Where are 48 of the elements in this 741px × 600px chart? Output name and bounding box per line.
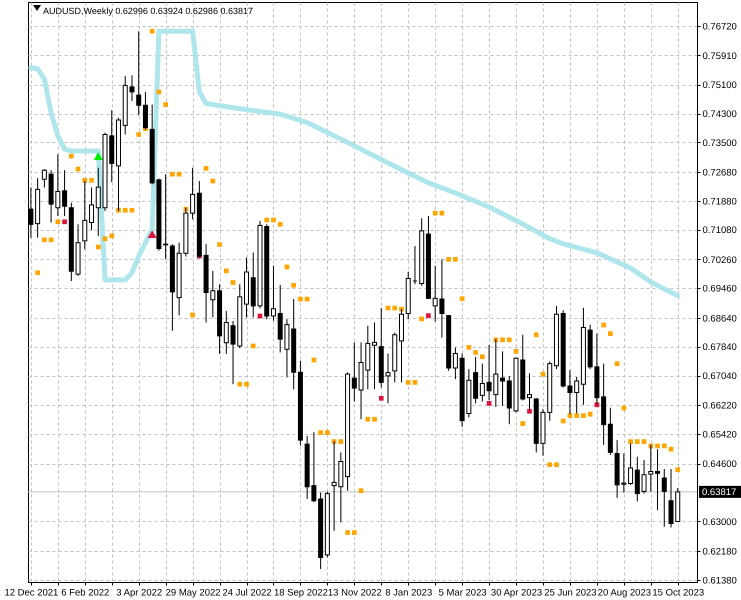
y-tick-label: 0.67840 (702, 342, 737, 354)
y-tick-label: 0.70260 (702, 254, 737, 266)
point (62, 219, 67, 224)
x-tick-label: 20 Aug 2023 (598, 588, 652, 598)
y-tick-label: 0.66220 (702, 400, 737, 412)
x-tick-label: 15 Oct 2023 (652, 588, 704, 598)
candlestick (439, 258, 444, 338)
point (94, 152, 103, 160)
point (426, 313, 431, 318)
point (527, 408, 532, 414)
y-tick-label: 0.63000 (702, 516, 737, 528)
y-tick-label: 0.72680 (702, 167, 737, 178)
candlestick (142, 91, 148, 130)
y-tick-label: 0.76720 (702, 22, 737, 33)
candlestick (662, 468, 667, 528)
x-tick-label: 18 Sep 2022 (274, 588, 328, 598)
y-tick-label: 0.75910 (702, 50, 737, 62)
point (258, 314, 262, 318)
y-tick-label: 0.74300 (702, 109, 737, 120)
y-tick-label: 0.67040 (702, 371, 737, 382)
y-tick-label: 0.73500 (702, 138, 737, 149)
x-tick-label: 12 Dec 2021 (4, 588, 58, 598)
chart-title: AUDUSD,Weekly 0.62996 0.63924 0.62986 0.63817 (43, 6, 253, 16)
point (378, 396, 384, 401)
y-tick-label: 0.75100 (702, 80, 737, 92)
x-tick-label: 24 Jul 2022 (222, 588, 272, 598)
y-tick-label: 0.61380 (702, 575, 737, 586)
candlestick (136, 30, 142, 116)
y-tick-label: 0.69460 (702, 284, 737, 295)
y-tick-label: 0.64600 (702, 459, 737, 470)
x-tick-label: 30 Apr 2023 (490, 588, 542, 598)
candlestick (332, 440, 337, 532)
x-tick-label: 13 Nov 2022 (328, 588, 382, 598)
point (486, 401, 492, 406)
candlestick (129, 74, 134, 102)
x-tick-label: 29 May 2022 (166, 588, 221, 598)
y-tick-label: 0.71880 (702, 196, 737, 208)
x-tick-label: 6 Feb 2022 (61, 588, 110, 598)
x-tick-label: 5 Mar 2023 (438, 588, 487, 598)
x-tick-label: 8 Jan 2023 (385, 588, 432, 598)
y-tick-label: 0.65420 (702, 430, 737, 441)
x-tick-label: 3 Apr 2022 (116, 588, 162, 598)
point (148, 230, 157, 238)
ref-line-label: 0.63817 (702, 486, 736, 498)
x-tick-label: 25 Jun 2023 (544, 588, 597, 598)
y-tick-label: 0.71080 (702, 225, 737, 236)
y-tick-label: 0.68640 (702, 313, 737, 324)
y-tick-label: 0.62180 (702, 546, 737, 558)
